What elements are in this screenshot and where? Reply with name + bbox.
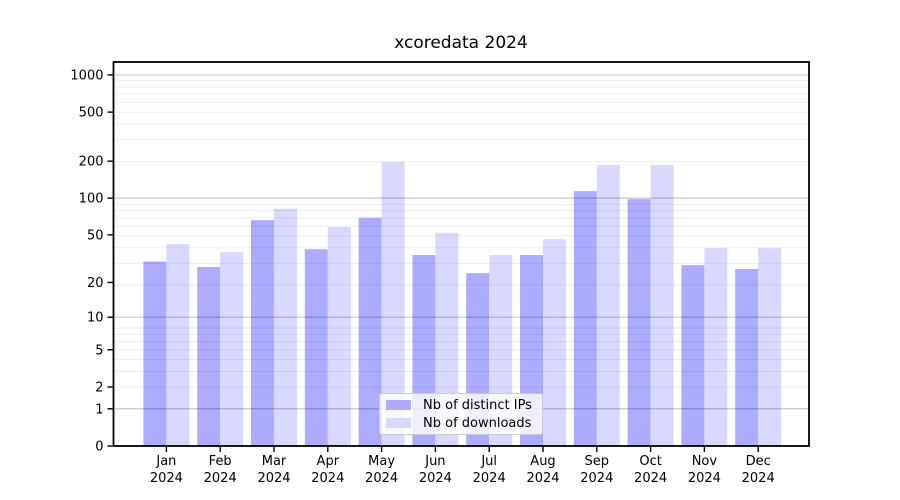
y-tick-label: 5 [95,343,103,358]
legend-label-downloads: Nb of downloads [423,415,532,431]
y-tick-label: 20 [87,276,104,291]
bar-downloads-5 [435,232,459,446]
legend: Nb of distinct IPs Nb of downloads [379,393,543,435]
x-tick-label-year: 2024 [688,471,721,486]
bar-downloads-0 [166,243,190,446]
bar-ips-1 [197,267,221,446]
bar-downloads-9 [650,165,674,446]
x-tick-label-month: Dec [746,454,771,469]
x-tick-label-month: Feb [209,454,232,469]
bar-downloads-11 [758,247,782,446]
y-tick-label: 1000 [70,68,103,83]
y-tick-label: 2 [95,380,103,395]
x-tick-label-year: 2024 [634,471,667,486]
bar-ips-11 [735,268,759,446]
x-tick-label-month: Oct [639,454,661,469]
x-tick-label-month: Jun [424,454,445,469]
bar-ips-8 [573,191,597,446]
bar-ips-9 [627,199,651,446]
legend-swatch-downloads [386,418,411,428]
legend-item-distinct-ips: Nb of distinct IPs [386,398,542,413]
bar-downloads-10 [704,247,728,446]
x-tick-label-year: 2024 [473,471,506,486]
x-tick-label-year: 2024 [150,471,183,486]
x-tick-label-year: 2024 [742,471,775,486]
x-tick-label-month: Aug [530,454,555,469]
y-tick-label: 100 [79,192,104,207]
bar-ips-10 [681,265,705,446]
y-tick-label: 200 [79,155,104,170]
y-tick-label: 10 [87,311,104,326]
y-tick-label: 500 [79,106,104,121]
plot-border [112,61,810,447]
x-tick-label-year: 2024 [311,471,344,486]
y-tick-label: 50 [87,228,104,243]
bar-downloads-2 [274,208,297,446]
bar-ips-3 [304,249,328,446]
x-tick-label-year: 2024 [365,471,398,486]
x-tick-label-month: May [368,454,395,469]
bar-ips-4 [358,217,382,446]
x-tick-label-month: Jul [480,454,497,469]
bar-downloads-3 [327,226,351,446]
x-tick-label-year: 2024 [419,471,452,486]
x-tick-label-year: 2024 [526,471,559,486]
legend-label-distinct-ips: Nb of distinct IPs [423,397,532,413]
y-tick-label: 0 [95,440,103,455]
legend-item-downloads: Nb of downloads [386,416,542,431]
x-tick-label-year: 2024 [204,471,237,486]
y-tick-label: 1 [95,402,103,417]
bar-downloads-7 [543,239,566,446]
x-tick-label-year: 2024 [580,471,613,486]
chart-title: xcoredata 2024 [394,33,528,53]
x-tick-label-month: Mar [262,454,287,469]
bar-downloads-8 [596,165,620,446]
bar-downloads-4 [381,161,405,447]
x-tick-label-month: Jan [155,454,176,469]
bar-ips-0 [143,261,167,446]
x-tick-label-month: Apr [317,454,340,469]
x-tick-label-year: 2024 [257,471,290,486]
legend-swatch-distinct-ips [386,400,411,410]
x-tick-label-month: Nov [692,454,718,469]
x-tick-label-month: Sep [585,454,610,469]
bar-downloads-1 [220,252,244,446]
bar-ips-2 [251,220,274,446]
